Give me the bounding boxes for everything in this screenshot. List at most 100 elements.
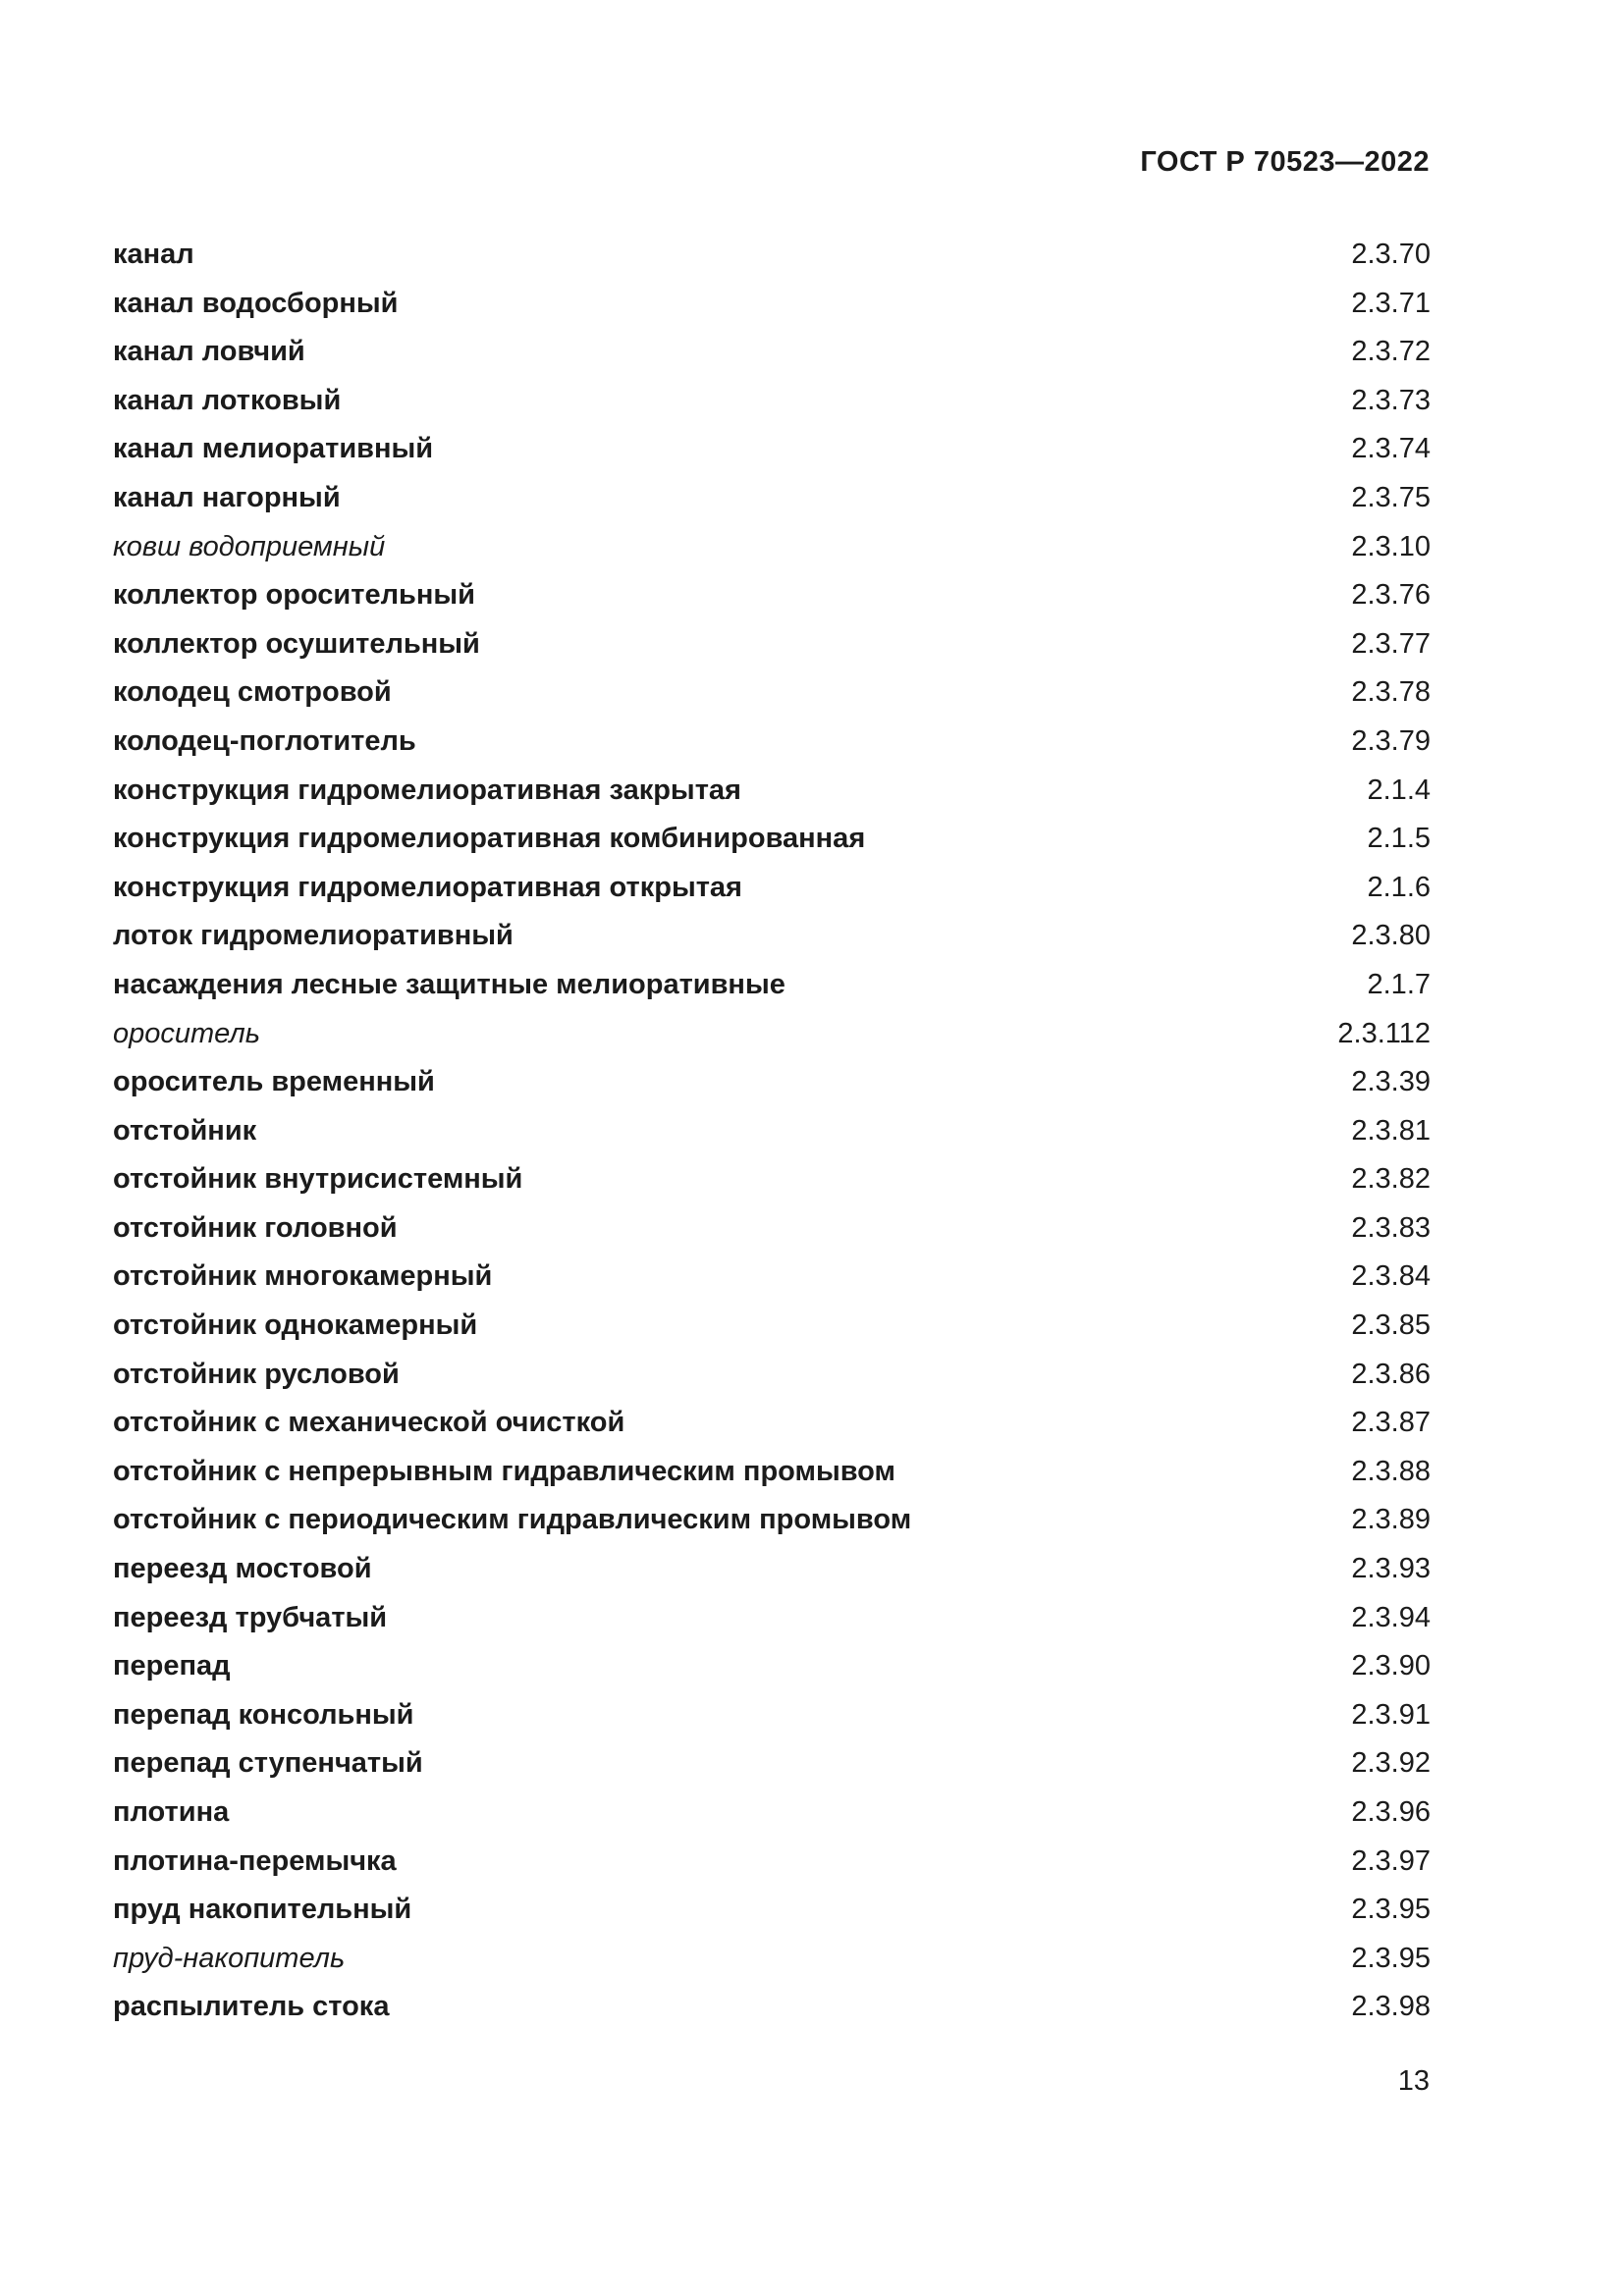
index-term: отстойник однокамерный xyxy=(113,1309,478,1342)
index-term: лоток гидромелиоративный xyxy=(113,920,514,952)
index-entry: ковш водоприемный 2.3.10 xyxy=(113,531,1431,580)
index-entry: отстойник с непрерывным гидравлическим п… xyxy=(113,1456,1431,1505)
index-ref: 2.1.5 xyxy=(1367,823,1432,855)
index-term: канал водосборный xyxy=(113,287,399,319)
index-entry: колодец-поглотитель 2.3.79 xyxy=(113,725,1431,774)
index-term: перепад ступенчатый xyxy=(113,1747,423,1780)
index-entry: конструкция гидромелиоративная закрытая 2… xyxy=(113,774,1431,824)
index-term: канал мелиоративный xyxy=(113,433,434,465)
index-ref: 2.3.71 xyxy=(1351,287,1431,319)
index-entry: коллектор оросительный 2.3.76 xyxy=(113,579,1431,628)
index-term: канал xyxy=(113,239,194,270)
index-entry: канал 2.3.70 xyxy=(113,239,1431,288)
index-ref: 2.3.77 xyxy=(1351,627,1431,660)
document-code-header: ГОСТ Р 70523—2022 xyxy=(1140,146,1430,178)
index-term: насаждения лесные защитные мелиоративные xyxy=(113,968,785,1000)
index-ref: 2.3.72 xyxy=(1351,336,1431,368)
index-entry: насаждения лесные защитные мелиоративные… xyxy=(113,969,1431,1018)
index-ref: 2.3.98 xyxy=(1351,1991,1431,2023)
index-entry: отстойник с механической очисткой 2.3.87 xyxy=(113,1407,1431,1456)
index-entry: отстойник головной 2.3.83 xyxy=(113,1212,1431,1261)
index-entry: перепад ступенчатый 2.3.92 xyxy=(113,1747,1431,1796)
index-ref: 2.3.88 xyxy=(1351,1455,1431,1487)
index-ref: 2.3.86 xyxy=(1351,1358,1431,1390)
index-term: отстойник с механической очисткой xyxy=(113,1407,625,1439)
index-entry: ороситель временный 2.3.39 xyxy=(113,1066,1431,1115)
index-ref: 2.3.73 xyxy=(1351,384,1431,416)
index-term: канал лотковый xyxy=(113,384,342,416)
index-ref: 2.3.85 xyxy=(1351,1309,1431,1342)
index-entry: канал ловчий 2.3.72 xyxy=(113,336,1431,385)
index-ref: 2.3.95 xyxy=(1351,1942,1431,1974)
index-term: отстойник многокамерный xyxy=(113,1260,493,1293)
index-entry: перепад консольный 2.3.91 xyxy=(113,1699,1431,1748)
index-ref: 2.3.80 xyxy=(1351,920,1431,952)
index-term: переезд мостовой xyxy=(113,1553,372,1585)
index-ref: 2.3.10 xyxy=(1351,530,1431,562)
index-entry: конструкция гидромелиоративная открытая 2… xyxy=(113,872,1431,921)
page-number: 13 xyxy=(1397,2065,1430,2097)
index-ref: 2.3.92 xyxy=(1351,1747,1431,1780)
index-ref: 2.3.87 xyxy=(1351,1407,1431,1439)
index-entry: отстойник 2.3.81 xyxy=(113,1115,1431,1164)
index-term: коллектор оросительный xyxy=(113,579,475,612)
index-ref: 2.3.112 xyxy=(1337,1017,1431,1049)
index-term: отстойник головной xyxy=(113,1211,398,1244)
index-ref: 2.3.39 xyxy=(1351,1066,1431,1098)
index-ref: 2.3.78 xyxy=(1351,676,1431,709)
index-term: отстойник с периодическим гидравлическим… xyxy=(113,1504,912,1536)
index-term: колодец-поглотитель xyxy=(113,724,416,757)
index-ref: 2.3.74 xyxy=(1351,433,1431,465)
index-term: отстойник xyxy=(113,1114,257,1147)
index-term: коллектор осушительный xyxy=(113,627,480,660)
index-ref: 2.1.6 xyxy=(1367,871,1432,903)
index-ref: 2.1.7 xyxy=(1367,968,1432,1000)
index-ref: 2.3.95 xyxy=(1351,1894,1431,1926)
index-term: ковш водоприемный xyxy=(113,530,386,562)
index-term: переезд трубчатый xyxy=(113,1601,388,1633)
index-entry: лоток гидромелиоративный 2.3.80 xyxy=(113,920,1431,969)
index-term: пруд-накопитель xyxy=(113,1942,346,1974)
index-entry: канал мелиоративный 2.3.74 xyxy=(113,433,1431,482)
index-ref: 2.3.81 xyxy=(1351,1114,1431,1147)
index-entry: отстойник внутрисистемный 2.3.82 xyxy=(113,1163,1431,1212)
index-entry: канал нагорный 2.3.75 xyxy=(113,482,1431,531)
index-entry: отстойник с периодическим гидравлическим… xyxy=(113,1504,1431,1553)
index-term: плотина-перемычка xyxy=(113,1844,397,1877)
index-ref: 2.3.76 xyxy=(1351,579,1431,612)
index-ref: 2.3.75 xyxy=(1351,481,1431,513)
index-ref: 2.3.96 xyxy=(1351,1796,1431,1828)
index-entry: пруд накопительный 2.3.95 xyxy=(113,1894,1431,1943)
index-ref: 2.3.91 xyxy=(1351,1698,1431,1731)
index-term: распылитель стока xyxy=(113,1991,390,2023)
index-term: ороситель временный xyxy=(113,1066,435,1098)
index-term: пруд накопительный xyxy=(113,1894,412,1926)
index-entry: плотина 2.3.96 xyxy=(113,1796,1431,1845)
index-ref: 2.1.4 xyxy=(1367,774,1432,806)
index-entry: пруд-накопитель 2.3.95 xyxy=(113,1943,1431,1992)
index-term: отстойник русловой xyxy=(113,1358,400,1390)
index-ref: 2.3.90 xyxy=(1351,1650,1431,1682)
index-term: ороситель xyxy=(113,1017,260,1049)
index-entry: колодец смотровой 2.3.78 xyxy=(113,676,1431,725)
index-term: отстойник с непрерывным гидравлическим п… xyxy=(113,1455,895,1487)
index-term: перепад xyxy=(113,1650,231,1682)
index-ref: 2.3.94 xyxy=(1351,1601,1431,1633)
index-term: канал нагорный xyxy=(113,481,341,513)
index-ref: 2.3.93 xyxy=(1351,1553,1431,1585)
index-ref: 2.3.97 xyxy=(1351,1844,1431,1877)
index-entry: перепад 2.3.90 xyxy=(113,1650,1431,1699)
index-ref: 2.3.84 xyxy=(1351,1260,1431,1293)
index-entry: плотина-перемычка 2.3.97 xyxy=(113,1845,1431,1895)
index-term: канал ловчий xyxy=(113,336,305,368)
index-term: конструкция гидромелиоративная открытая xyxy=(113,871,742,903)
index-entry: канал водосборный 2.3.71 xyxy=(113,288,1431,337)
index-entry: отстойник многокамерный 2.3.84 xyxy=(113,1260,1431,1309)
index-term: конструкция гидромелиоративная закрытая xyxy=(113,774,741,806)
index-entry: отстойник русловой 2.3.86 xyxy=(113,1359,1431,1408)
index-entry: канал лотковый 2.3.73 xyxy=(113,385,1431,434)
index-ref: 2.3.82 xyxy=(1351,1163,1431,1196)
index-ref: 2.3.83 xyxy=(1351,1211,1431,1244)
index-term: перепад консольный xyxy=(113,1698,414,1731)
